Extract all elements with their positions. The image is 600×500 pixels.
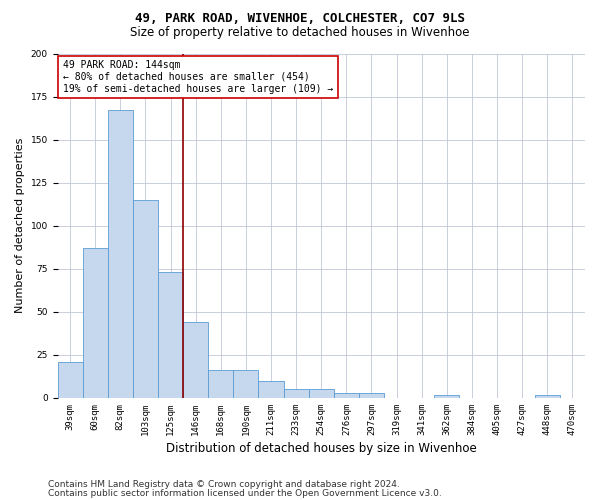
Bar xyxy=(334,393,359,398)
Bar xyxy=(284,390,309,398)
Bar xyxy=(208,370,233,398)
Bar xyxy=(434,394,460,398)
Bar xyxy=(233,370,259,398)
Bar xyxy=(133,200,158,398)
X-axis label: Distribution of detached houses by size in Wivenhoe: Distribution of detached houses by size … xyxy=(166,442,476,455)
Bar xyxy=(309,390,334,398)
Text: Contains public sector information licensed under the Open Government Licence v3: Contains public sector information licen… xyxy=(48,489,442,498)
Bar xyxy=(359,393,384,398)
Y-axis label: Number of detached properties: Number of detached properties xyxy=(15,138,25,314)
Bar xyxy=(259,380,284,398)
Bar xyxy=(108,110,133,398)
Text: 49 PARK ROAD: 144sqm
← 80% of detached houses are smaller (454)
19% of semi-deta: 49 PARK ROAD: 144sqm ← 80% of detached h… xyxy=(63,60,333,94)
Bar xyxy=(183,322,208,398)
Bar xyxy=(535,394,560,398)
Bar xyxy=(83,248,108,398)
Text: Contains HM Land Registry data © Crown copyright and database right 2024.: Contains HM Land Registry data © Crown c… xyxy=(48,480,400,489)
Bar xyxy=(58,362,83,398)
Text: Size of property relative to detached houses in Wivenhoe: Size of property relative to detached ho… xyxy=(130,26,470,39)
Text: 49, PARK ROAD, WIVENHOE, COLCHESTER, CO7 9LS: 49, PARK ROAD, WIVENHOE, COLCHESTER, CO7… xyxy=(135,12,465,26)
Bar xyxy=(158,272,183,398)
